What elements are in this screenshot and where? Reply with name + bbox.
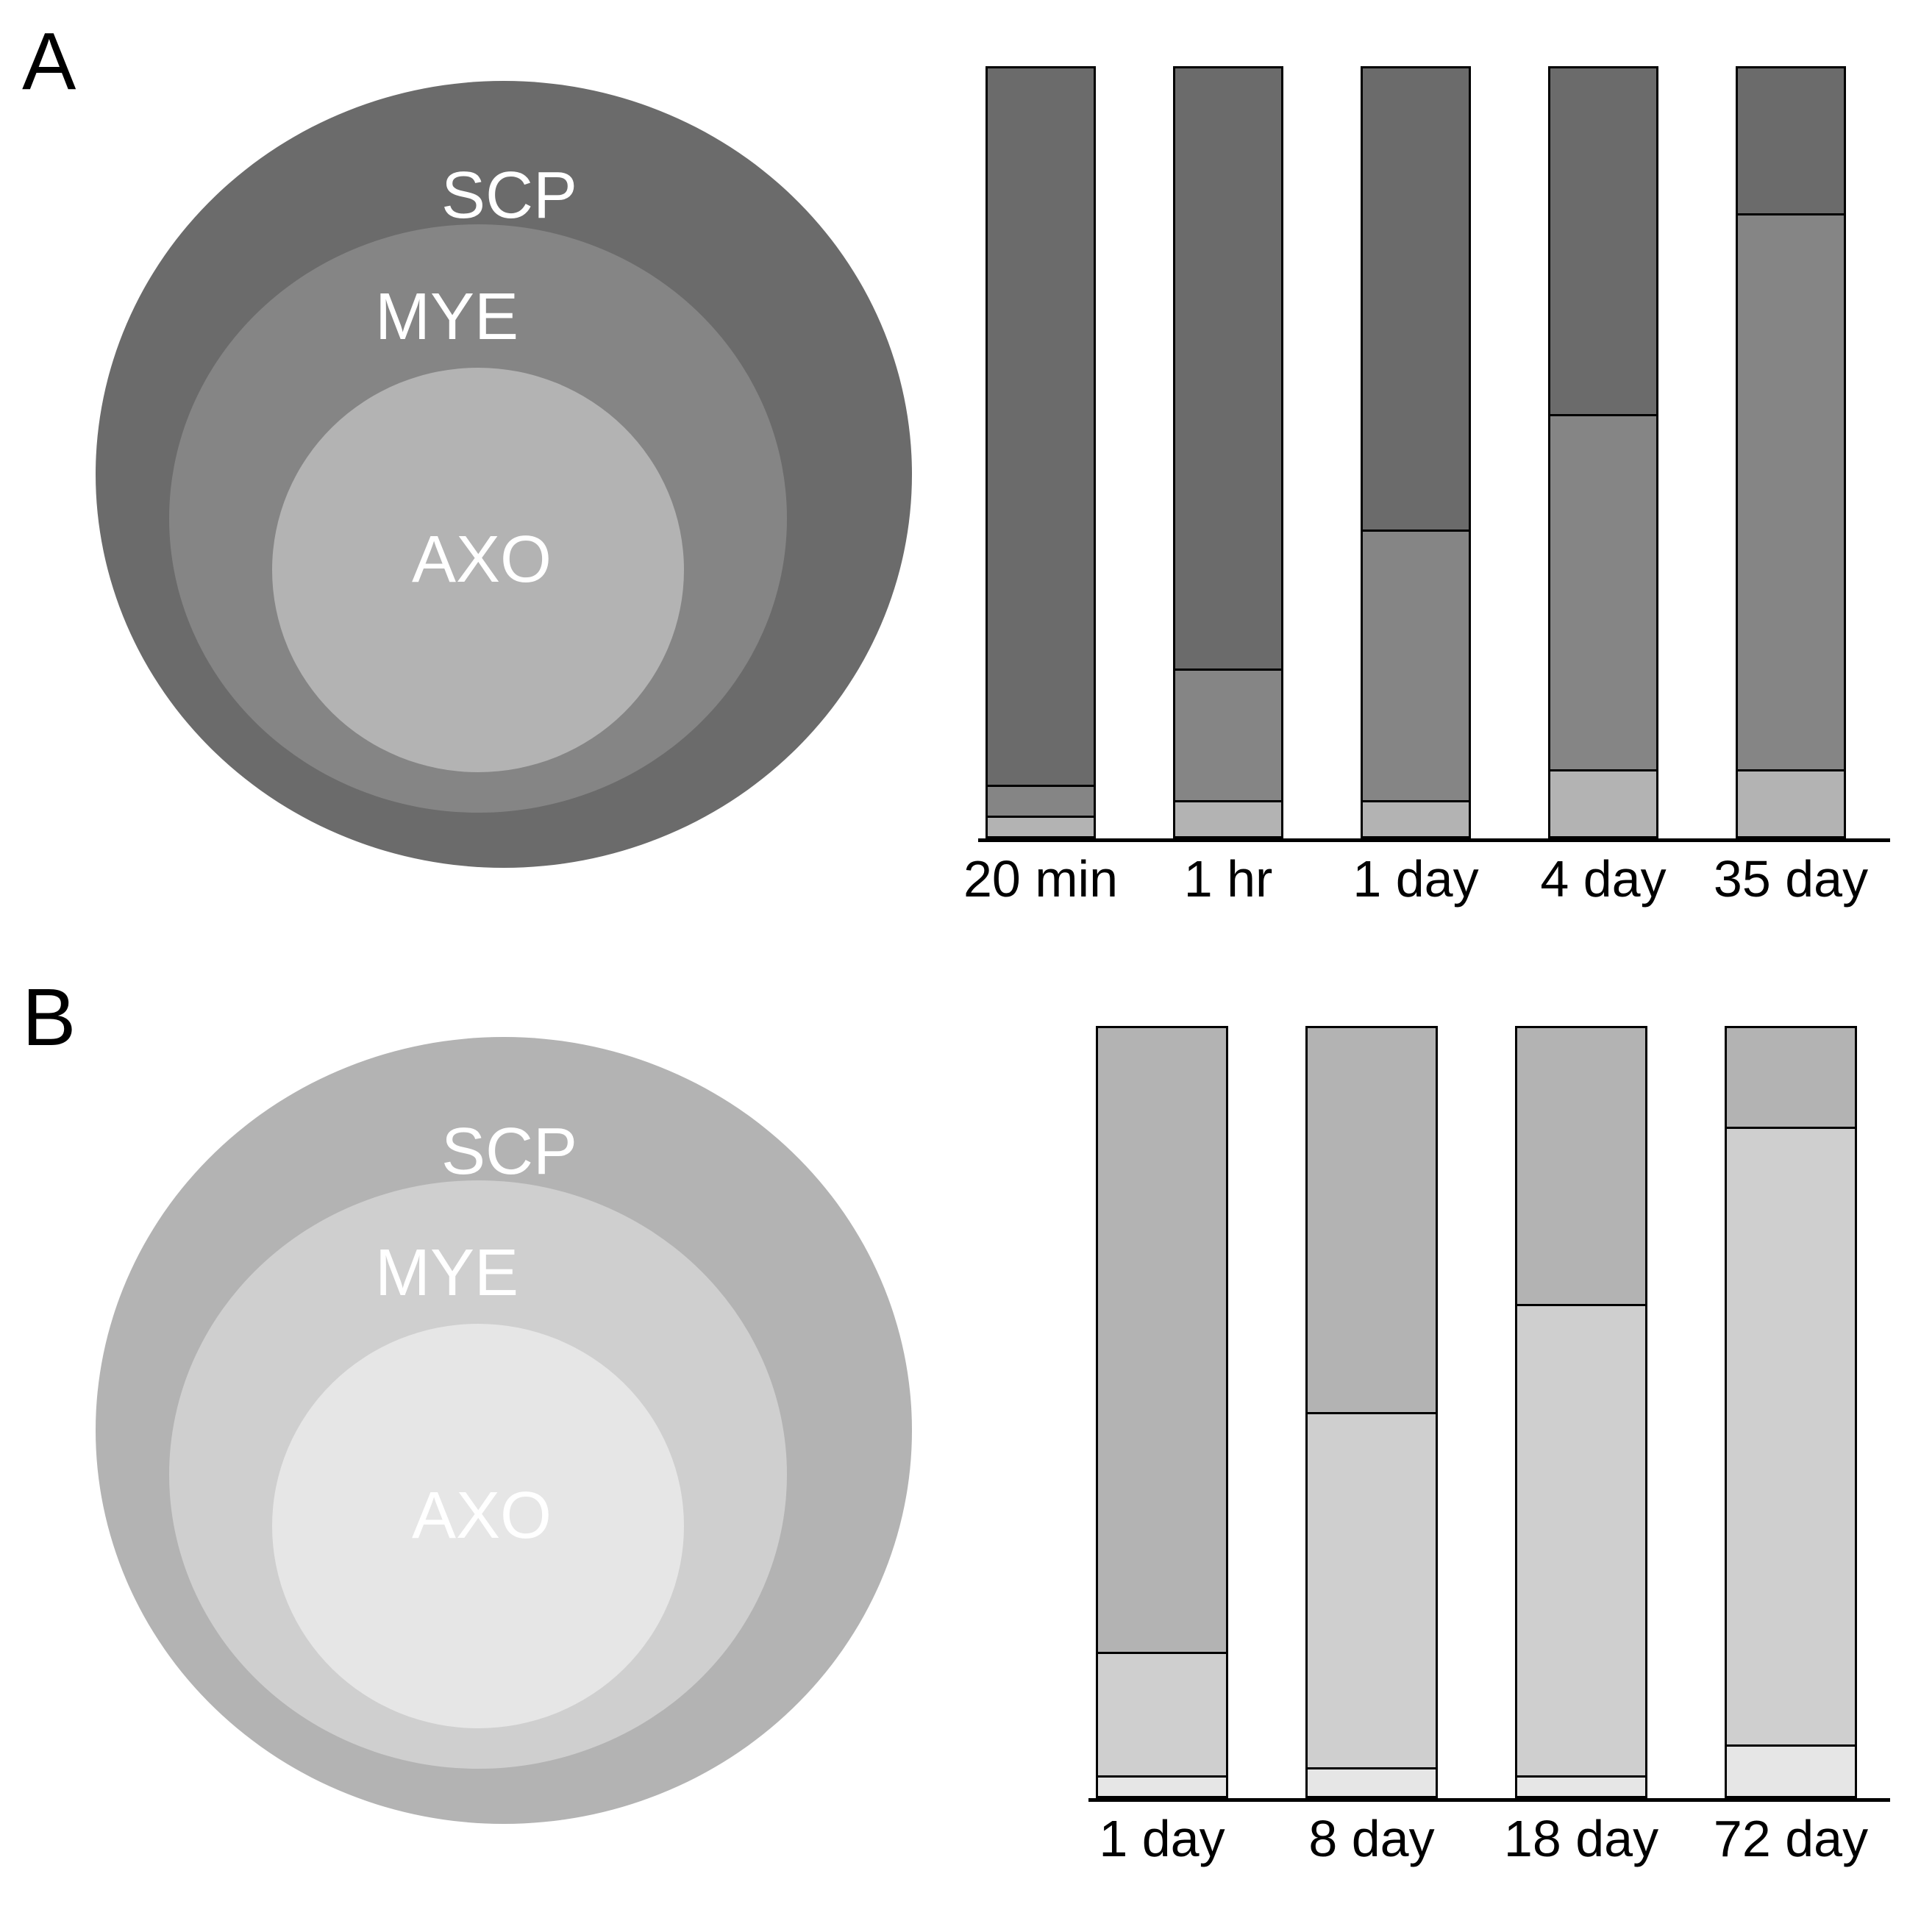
panel-b-ring-middle-label: MYE <box>375 1236 518 1311</box>
x-tick-label: 1 day <box>1066 1809 1258 1868</box>
bar <box>1515 1026 1647 1798</box>
bar-segment-scp <box>1305 1026 1438 1412</box>
x-axis <box>978 838 1890 842</box>
bar-segment-mye <box>1096 1652 1228 1775</box>
bar <box>1096 1026 1228 1798</box>
bar-segment-mye <box>1515 1304 1647 1775</box>
bar-segment-scp <box>1725 1026 1857 1127</box>
bar-segment-axo <box>1096 1775 1228 1799</box>
bar-segment-axo <box>1736 769 1846 839</box>
x-tick-label: 18 day <box>1486 1809 1677 1868</box>
panel-a-ring-inner-label: AXO <box>412 522 552 598</box>
bar-segment-scp <box>1548 66 1658 414</box>
bar-segment-axo <box>1173 800 1283 839</box>
bar <box>1736 66 1846 838</box>
x-tick-label: 8 day <box>1276 1809 1467 1868</box>
figure-canvas: A SCP MYE AXO 20 min 1 hr 1 day 4 day 35 day… <box>0 0 1921 1932</box>
bar-segment-mye <box>986 785 1096 816</box>
bar-segment-mye <box>1305 1412 1438 1767</box>
bar-segment-mye <box>1548 414 1658 769</box>
bar-segment-mye <box>1736 213 1846 769</box>
panel-b-ring-inner-label: AXO <box>412 1478 552 1554</box>
bar-segment-scp <box>1361 66 1471 530</box>
panel-b-chart: 1 day8 day18 day72 day <box>1088 1026 1890 1886</box>
bar-segment-scp <box>986 66 1096 785</box>
x-axis <box>1088 1798 1890 1802</box>
bar-segment-axo <box>986 816 1096 839</box>
bar-segment-scp <box>1736 66 1846 213</box>
bar-segment-scp <box>1515 1026 1647 1304</box>
panel-a-ring-middle-label: MYE <box>375 279 518 355</box>
bar-segment-mye <box>1361 530 1471 800</box>
panel-b-ring-outer-label: SCP <box>441 1114 577 1190</box>
bar <box>1725 1026 1857 1798</box>
x-tick-label: 1 hr <box>1144 849 1313 908</box>
bar-segment-axo <box>1515 1775 1647 1799</box>
bar-segment-scp <box>1173 66 1283 669</box>
bar-segment-mye <box>1725 1127 1857 1744</box>
bar-segment-axo <box>1725 1744 1857 1799</box>
x-tick-label: 4 day <box>1519 849 1688 908</box>
bar <box>1361 66 1471 838</box>
x-tick-label: 35 day <box>1706 849 1875 908</box>
x-tick-label: 72 day <box>1695 1809 1886 1868</box>
bar <box>1548 66 1658 838</box>
bar-segment-axo <box>1305 1767 1438 1798</box>
bar <box>986 66 1096 838</box>
panel-b-label: B <box>22 971 76 1064</box>
x-tick-label: 1 day <box>1331 849 1500 908</box>
panel-b-rings: SCP MYE AXO <box>96 1037 912 1824</box>
bar <box>1173 66 1283 838</box>
panel-a-rings: SCP MYE AXO <box>96 81 912 868</box>
bar-segment-mye <box>1173 669 1283 800</box>
bar-segment-axo <box>1361 800 1471 839</box>
bar-segment-axo <box>1548 769 1658 839</box>
x-tick-label: 20 min <box>956 849 1125 908</box>
panel-a-label: A <box>22 15 76 108</box>
bar-segment-scp <box>1096 1026 1228 1652</box>
bar <box>1305 1026 1438 1798</box>
panel-a-chart: 20 min1 hr1 day4 day35 day <box>978 66 1890 927</box>
panel-a-ring-outer-label: SCP <box>441 158 577 234</box>
